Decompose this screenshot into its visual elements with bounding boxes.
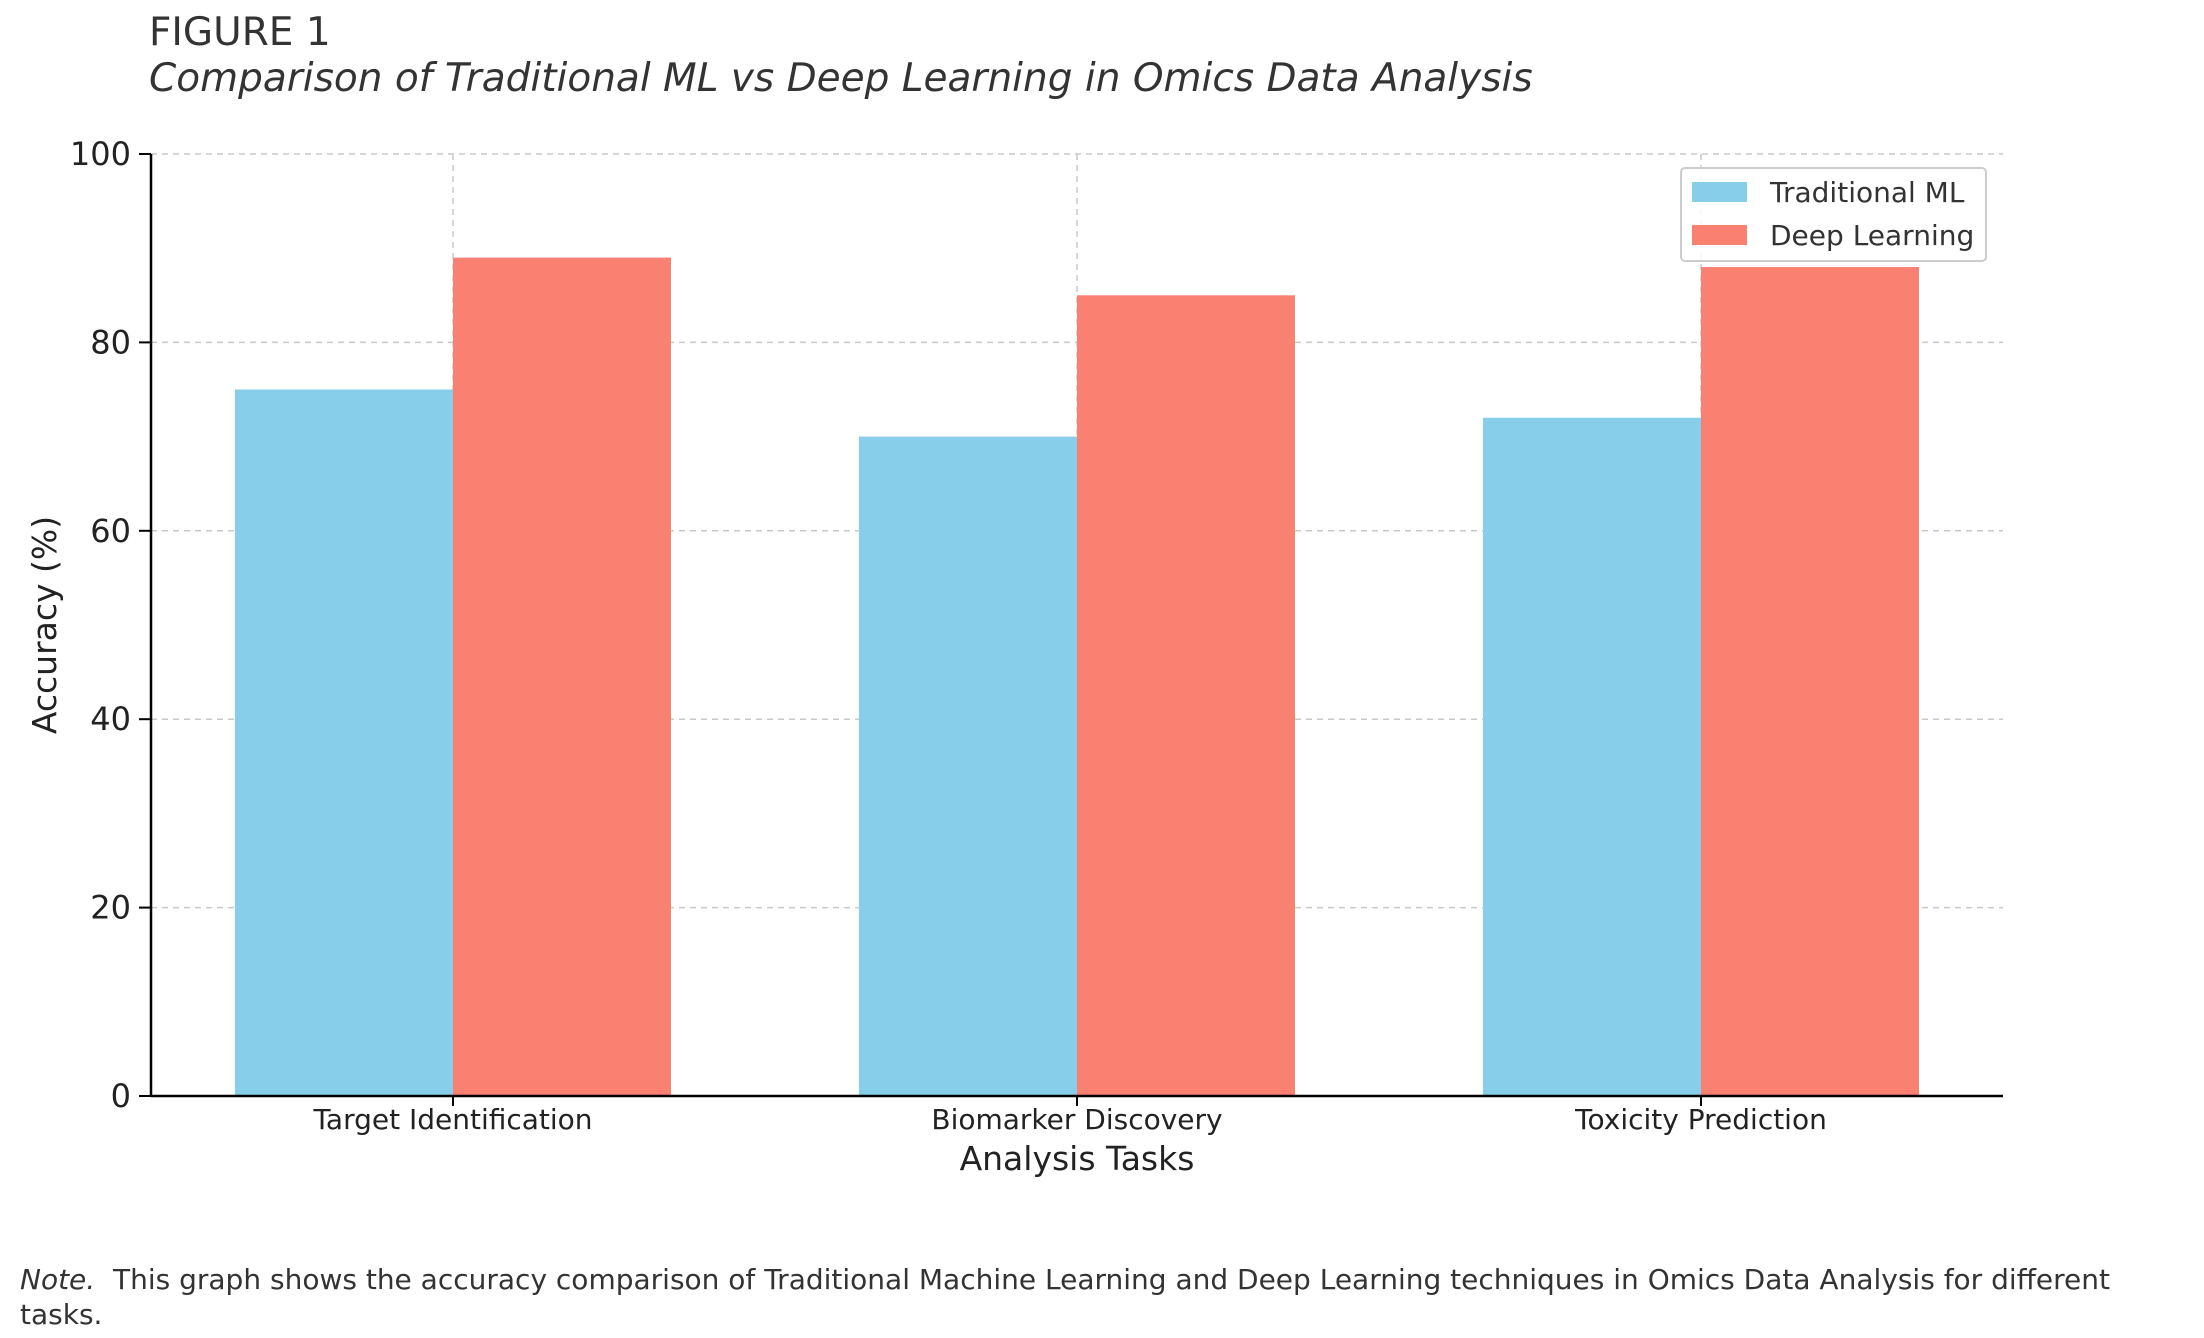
bar-deep-learning-target-identification — [453, 257, 671, 1096]
note-text: This graph shows the accuracy comparison… — [20, 1263, 2111, 1331]
note-label: Note. — [20, 1263, 96, 1296]
bar-traditional-ml-toxicity-prediction — [1483, 417, 1701, 1096]
legend-label-deep-learning: Deep Learning — [1770, 219, 1974, 252]
chart-title: Comparison of Traditional ML vs Deep Lea… — [149, 56, 1533, 101]
bar-deep-learning-toxicity-prediction — [1701, 267, 1919, 1096]
legend-label-traditional-ml: Traditional ML — [1769, 176, 1965, 209]
y-tick-label: 80 — [90, 323, 131, 361]
y-axis-title: Accuracy (%) — [25, 516, 64, 734]
legend-swatch-traditional-ml — [1692, 182, 1747, 202]
bar-deep-learning-biomarker-discovery — [1077, 295, 1295, 1096]
bar-chart: 0 20 40 60 80 100 Target Identification Biomar… — [25, 135, 2003, 1178]
x-tick-label-biomarker-discovery: Biomarker Discovery — [931, 1103, 1222, 1136]
x-ticks: Target Identification Biomarker Discovery… — [312, 1096, 1827, 1136]
legend-swatch-deep-learning — [1692, 225, 1747, 245]
x-tick-label-target-identification: Target Identification — [312, 1103, 592, 1136]
x-axis-title: Analysis Tasks — [960, 1139, 1195, 1178]
y-tick-label: 0 — [111, 1077, 131, 1115]
figure-label: FIGURE 1 — [149, 10, 331, 55]
legend: Traditional ML Deep Learning — [1680, 167, 1987, 262]
y-tick-label: 40 — [90, 700, 131, 738]
legend-box — [1680, 167, 1987, 262]
figure-note: Note. This graph shows the accuracy comp… — [20, 1262, 2170, 1332]
bar-traditional-ml-target-identification — [235, 389, 453, 1096]
y-tick-label: 20 — [90, 889, 131, 927]
bars — [235, 257, 1919, 1097]
y-ticks: 0 20 40 60 80 100 — [70, 135, 151, 1115]
y-tick-label: 60 — [90, 512, 131, 550]
y-tick-label: 100 — [70, 135, 131, 173]
x-tick-label-toxicity-prediction: Toxicity Prediction — [1574, 1103, 1827, 1136]
bar-traditional-ml-biomarker-discovery — [859, 436, 1077, 1097]
